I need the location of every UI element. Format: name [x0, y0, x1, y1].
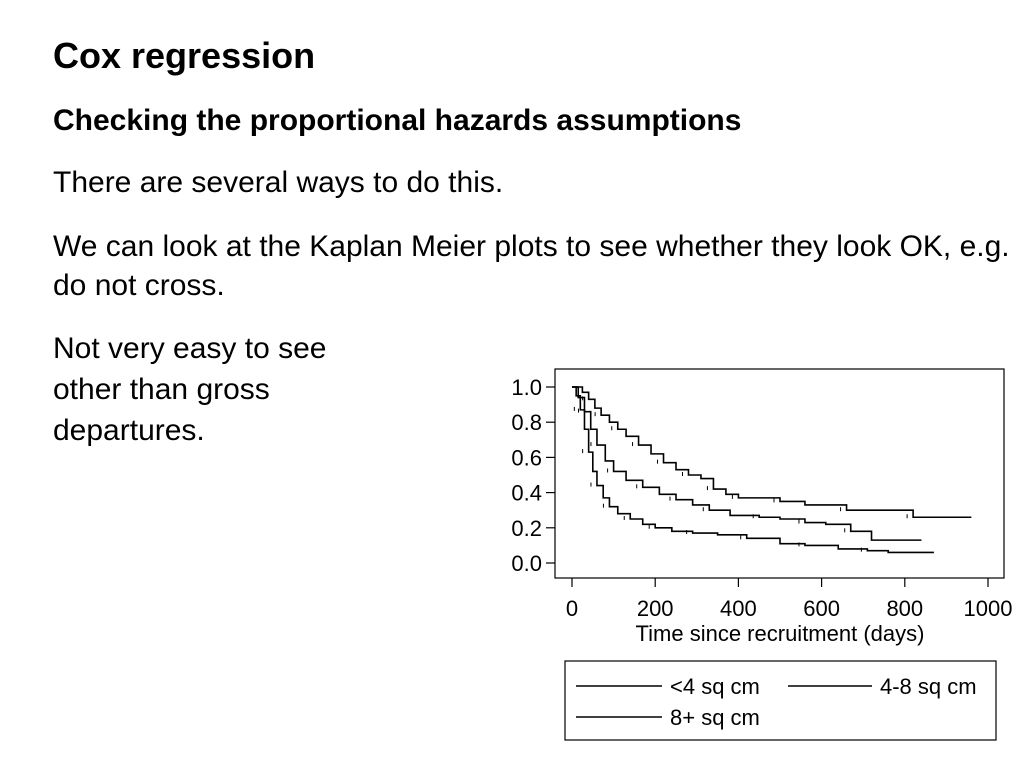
x-axis-title: Time since recruitment (days)	[636, 621, 925, 646]
slide-title: Cox regression	[53, 35, 316, 76]
x-tick-label: 800	[886, 596, 923, 621]
y-tick-label: 1.0	[511, 375, 542, 400]
y-tick-label: 0.8	[511, 410, 542, 435]
y-tick-label: 0.6	[511, 445, 542, 470]
series-line-1	[572, 386, 922, 541]
x-tick-label: 0	[566, 596, 578, 621]
paragraph-3: Not very easy to see other than gross de…	[53, 332, 327, 447]
legend-box	[564, 660, 997, 741]
slide-subtitle: Checking the proportional hazards assump…	[53, 104, 742, 137]
x-tick-label: 200	[637, 596, 674, 621]
plot-frame	[554, 368, 1005, 579]
y-tick-label: 0.2	[511, 516, 542, 541]
x-tick-label: 400	[720, 596, 757, 621]
x-tick-label: 1000	[964, 596, 1013, 621]
paragraph-2: We can look at the Kaplan Meier plots to…	[53, 230, 1010, 302]
legend-label-2: 8+ sq cm	[670, 705, 760, 730]
y-tick-label: 0.0	[511, 551, 542, 576]
legend-label-0: <4 sq cm	[670, 674, 760, 699]
series-line-0	[572, 386, 972, 519]
legend-label-1: 4-8 sq cm	[880, 674, 977, 699]
x-tick-label: 600	[803, 596, 840, 621]
y-tick-label: 0.4	[511, 481, 542, 506]
series-line-2	[572, 386, 934, 554]
paragraph-1: There are several ways to do this.	[53, 166, 504, 199]
